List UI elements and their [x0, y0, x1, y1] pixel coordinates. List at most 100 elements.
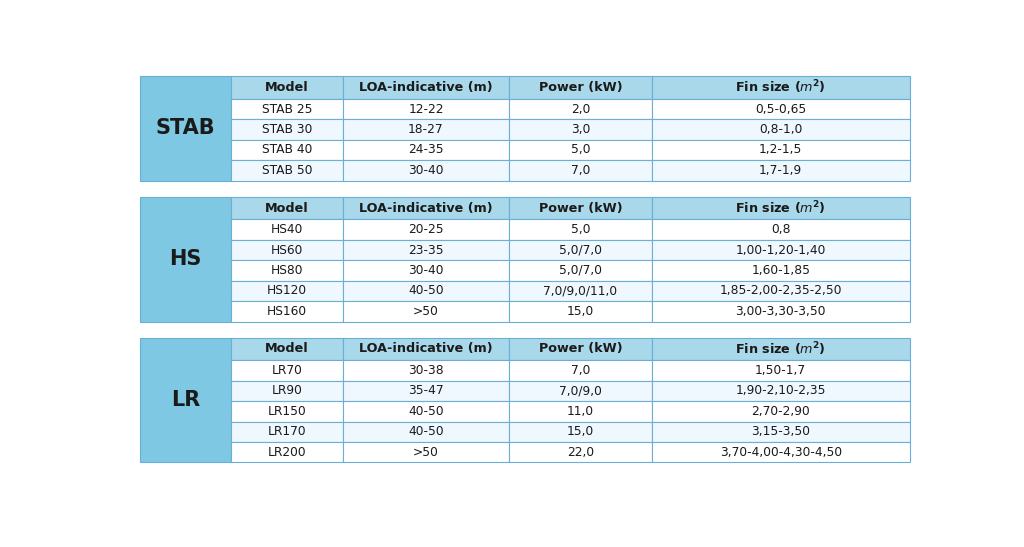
Bar	[230, 281, 343, 301]
Text: HS120: HS120	[266, 284, 307, 298]
Text: LR90: LR90	[271, 385, 302, 398]
Text: Fin size ($\mathbf{\mathit{m}}^{\mathbf{2}}$): Fin size ($\mathbf{\mathit{m}}^{\mathbf{…	[735, 340, 826, 358]
Text: 0,8-1,0: 0,8-1,0	[759, 123, 803, 136]
Text: 0,8: 0,8	[771, 223, 791, 236]
Bar	[651, 99, 909, 119]
Text: >50: >50	[413, 446, 439, 459]
Bar	[509, 337, 651, 360]
Bar	[651, 160, 909, 181]
Text: Model: Model	[265, 81, 308, 94]
Bar	[230, 260, 343, 281]
Text: 7,0/9,0: 7,0/9,0	[559, 385, 602, 398]
Text: 1,85-2,00-2,35-2,50: 1,85-2,00-2,35-2,50	[720, 284, 842, 298]
Text: 11,0: 11,0	[567, 405, 594, 418]
Bar	[651, 422, 909, 442]
Text: LR70: LR70	[271, 364, 302, 377]
Bar	[230, 381, 343, 401]
Text: 1,7-1,9: 1,7-1,9	[759, 164, 803, 177]
Text: 7,0: 7,0	[570, 164, 590, 177]
Text: HS60: HS60	[270, 243, 303, 257]
Bar	[509, 219, 651, 240]
Text: 0,5-0,65: 0,5-0,65	[755, 103, 806, 115]
Bar	[230, 442, 343, 462]
Bar	[509, 360, 651, 381]
Text: 1,00-1,20-1,40: 1,00-1,20-1,40	[735, 243, 826, 257]
Text: 5,0/7,0: 5,0/7,0	[559, 243, 602, 257]
Bar	[651, 301, 909, 322]
Bar	[343, 360, 509, 381]
Text: 40-50: 40-50	[409, 425, 443, 438]
Text: Fin size ($\mathbf{\mathit{m}}^{\mathbf{2}}$): Fin size ($\mathbf{\mathit{m}}^{\mathbf{…	[735, 79, 826, 96]
Text: STAB: STAB	[156, 118, 215, 138]
Text: 7,0/9,0/11,0: 7,0/9,0/11,0	[544, 284, 617, 298]
Bar	[230, 337, 343, 360]
Bar	[230, 196, 343, 219]
Bar	[509, 281, 651, 301]
Text: 18-27: 18-27	[409, 123, 443, 136]
Text: LOA-indicative (m): LOA-indicative (m)	[359, 81, 493, 94]
Bar	[343, 219, 509, 240]
Text: Model: Model	[265, 201, 308, 214]
Bar	[343, 196, 509, 219]
Bar	[140, 337, 230, 462]
Text: 35-47: 35-47	[409, 385, 443, 398]
Bar	[651, 119, 909, 140]
Text: STAB 30: STAB 30	[261, 123, 312, 136]
Text: 12-22: 12-22	[409, 103, 443, 115]
Bar	[509, 119, 651, 140]
Bar	[651, 240, 909, 260]
Bar	[230, 360, 343, 381]
Text: 2,0: 2,0	[570, 103, 590, 115]
Bar	[509, 140, 651, 160]
Text: 20-25: 20-25	[409, 223, 443, 236]
Text: Fin size ($\mathbf{\mathit{m}}^{\mathbf{2}}$): Fin size ($\mathbf{\mathit{m}}^{\mathbf{…	[735, 199, 826, 217]
Text: STAB 50: STAB 50	[261, 164, 312, 177]
Text: LR150: LR150	[267, 405, 306, 418]
Bar	[343, 99, 509, 119]
Text: LR170: LR170	[267, 425, 306, 438]
Bar	[343, 240, 509, 260]
Bar	[651, 260, 909, 281]
Text: 5,0: 5,0	[570, 223, 590, 236]
Bar	[509, 381, 651, 401]
Text: 3,15-3,50: 3,15-3,50	[752, 425, 810, 438]
Bar	[140, 196, 230, 322]
Text: HS: HS	[169, 249, 202, 269]
Text: STAB 40: STAB 40	[261, 143, 312, 156]
Bar	[651, 219, 909, 240]
Bar	[509, 301, 651, 322]
Bar	[509, 401, 651, 422]
Text: HS160: HS160	[266, 305, 307, 318]
Bar	[509, 442, 651, 462]
Bar	[509, 260, 651, 281]
Bar	[230, 160, 343, 181]
Bar	[140, 76, 230, 181]
Bar	[343, 140, 509, 160]
Bar	[509, 99, 651, 119]
Bar	[651, 401, 909, 422]
Bar	[343, 301, 509, 322]
Bar	[230, 140, 343, 160]
Bar	[230, 99, 343, 119]
Text: 2,70-2,90: 2,70-2,90	[752, 405, 810, 418]
Bar	[230, 119, 343, 140]
Bar	[230, 240, 343, 260]
Text: LOA-indicative (m): LOA-indicative (m)	[359, 201, 493, 214]
Bar	[343, 119, 509, 140]
Text: 1,60-1,85: 1,60-1,85	[752, 264, 810, 277]
Bar	[343, 381, 509, 401]
Text: 1,50-1,7: 1,50-1,7	[755, 364, 806, 377]
Bar	[343, 337, 509, 360]
Text: LR: LR	[171, 390, 200, 410]
Bar	[651, 76, 909, 99]
Bar	[230, 401, 343, 422]
Text: 23-35: 23-35	[409, 243, 443, 257]
Text: 1,2-1,5: 1,2-1,5	[759, 143, 803, 156]
Text: 30-38: 30-38	[409, 364, 443, 377]
Text: 5,0: 5,0	[570, 143, 590, 156]
Bar	[651, 140, 909, 160]
Text: 30-40: 30-40	[409, 164, 443, 177]
Text: HS40: HS40	[270, 223, 303, 236]
Text: Power (kW): Power (kW)	[539, 81, 623, 94]
Text: HS80: HS80	[270, 264, 303, 277]
